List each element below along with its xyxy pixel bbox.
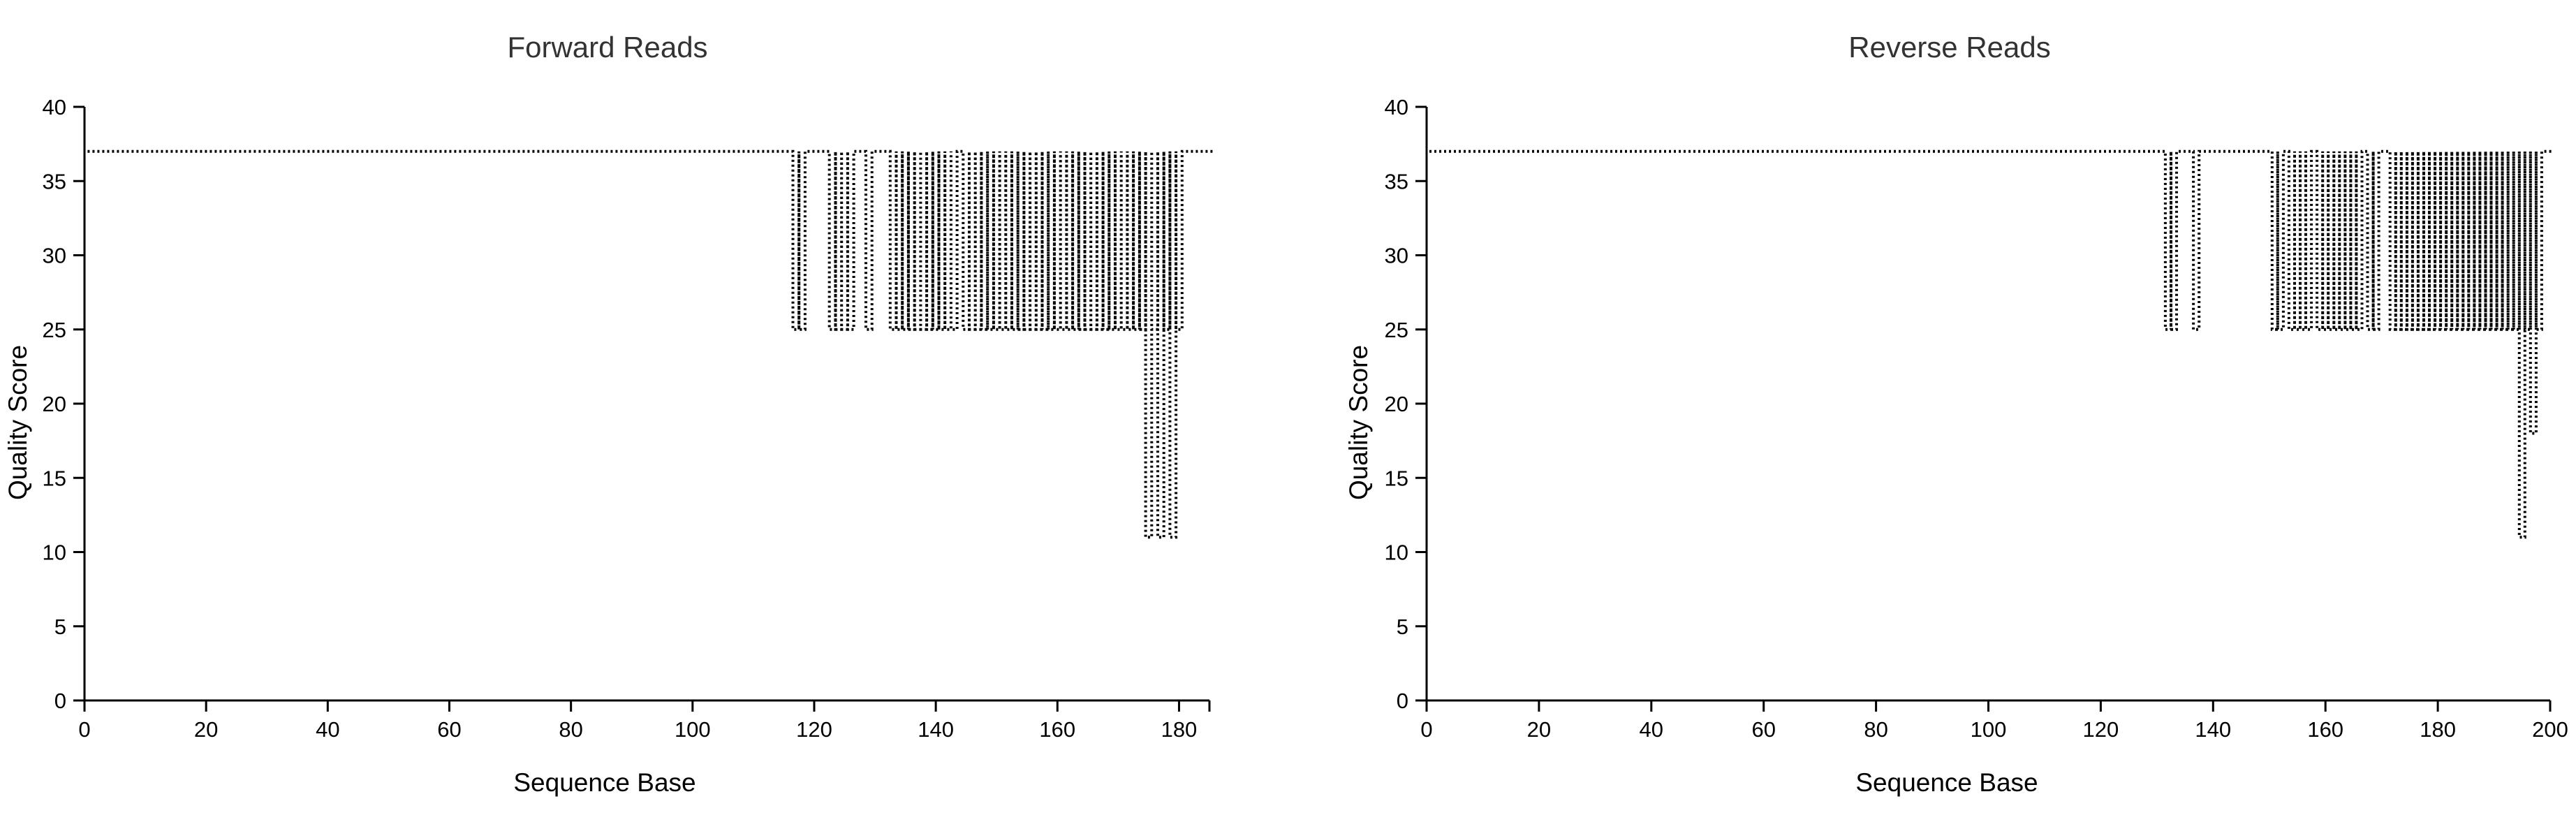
quality-score-line — [87, 149, 1213, 539]
x-tick-label: 180 — [2420, 717, 2456, 742]
x-tick-label: 80 — [1864, 717, 1887, 742]
y-tick-label: 0 — [1397, 689, 1408, 713]
y-tick-label: 30 — [1385, 244, 1408, 268]
y-axis-ticks: 0 5 10 15 20 25 30 35 40 — [1385, 95, 1427, 713]
y-tick-label: 5 — [54, 615, 66, 639]
quality-series — [87, 149, 1213, 539]
x-tick-label: 0 — [78, 717, 90, 742]
x-tick-label: 40 — [316, 717, 339, 742]
x-tick-label: 100 — [675, 717, 711, 742]
y-axis-label: Quality Score — [3, 345, 32, 500]
x-tick-label: 140 — [2195, 717, 2231, 742]
x-tick-label: 60 — [437, 717, 461, 742]
y-tick-label: 10 — [1385, 541, 1408, 565]
y-tick-label: 30 — [43, 244, 66, 268]
x-tick-label: 0 — [1420, 717, 1432, 742]
x-axis-label: Sequence Base — [1855, 768, 2038, 797]
y-tick-label: 0 — [54, 689, 66, 713]
y-tick-label: 40 — [1385, 95, 1408, 119]
reverse-reads-chart: Reverse Reads Quality Score Sequence Bas… — [1344, 31, 2568, 797]
x-tick-label: 20 — [194, 717, 218, 742]
x-axis-label: Sequence Base — [513, 768, 695, 797]
y-tick-label: 20 — [1385, 392, 1408, 416]
x-tick-label: 100 — [1971, 717, 2007, 742]
quality-score-line — [1429, 149, 2553, 539]
x-tick-label: 160 — [1039, 717, 1075, 742]
x-tick-label: 180 — [1161, 717, 1198, 742]
y-tick-label: 35 — [1385, 169, 1408, 193]
y-tick-label: 15 — [1385, 466, 1408, 490]
y-axis-label: Quality Score — [1344, 345, 1373, 500]
x-tick-label: 160 — [2307, 717, 2343, 742]
y-tick-label: 10 — [43, 541, 66, 565]
y-tick-label: 25 — [1385, 318, 1408, 342]
y-tick-label: 35 — [43, 169, 66, 193]
x-axis-ticks: 0 20 40 60 80 100 120 140 160 180 — [78, 700, 1211, 742]
x-tick-label: 120 — [796, 717, 832, 742]
forward-reads-chart: Forward Reads Quality Score Sequence Bas… — [3, 31, 1213, 797]
y-tick-label: 15 — [43, 466, 66, 490]
x-tick-label: 140 — [918, 717, 954, 742]
x-tick-label: 60 — [1751, 717, 1775, 742]
x-tick-label: 80 — [559, 717, 582, 742]
x-axis-ticks: 0 20 40 60 80 100 120 140 160 180 200 — [1420, 700, 2568, 742]
y-tick-label: 20 — [43, 392, 66, 416]
chart-title: Forward Reads — [507, 31, 707, 64]
x-tick-label: 20 — [1527, 717, 1551, 742]
x-tick-label: 200 — [2532, 717, 2568, 742]
y-tick-label: 5 — [1397, 615, 1408, 639]
chart-title: Reverse Reads — [1848, 31, 2050, 64]
y-tick-label: 25 — [43, 318, 66, 342]
y-tick-label: 40 — [43, 95, 66, 119]
y-axis-ticks: 0 5 10 15 20 25 30 35 40 — [43, 95, 84, 713]
x-tick-label: 120 — [2083, 717, 2119, 742]
quality-series — [1429, 149, 2553, 539]
x-tick-label: 40 — [1640, 717, 1663, 742]
